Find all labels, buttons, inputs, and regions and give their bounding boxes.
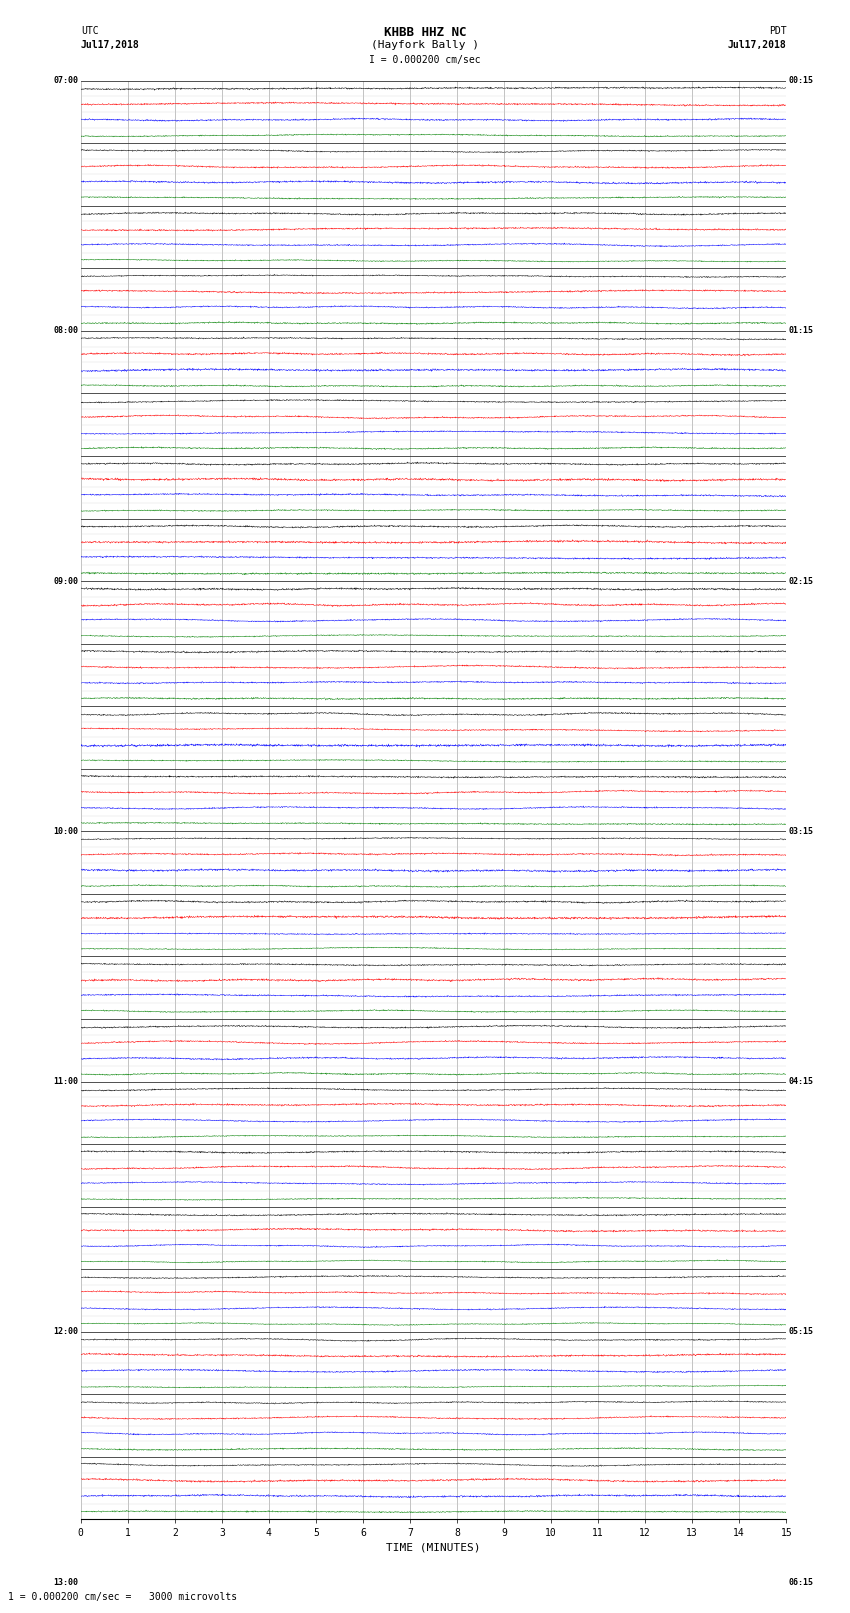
Text: 05:15: 05:15 [789,1327,813,1336]
Text: 04:15: 04:15 [789,1077,813,1086]
Text: Jul17,2018: Jul17,2018 [728,40,786,50]
Text: UTC: UTC [81,26,99,35]
X-axis label: TIME (MINUTES): TIME (MINUTES) [386,1542,481,1553]
Text: 12:00: 12:00 [54,1327,78,1336]
Text: 1 = 0.000200 cm/sec =   3000 microvolts: 1 = 0.000200 cm/sec = 3000 microvolts [8,1592,238,1602]
Text: 08:00: 08:00 [54,326,78,336]
Text: PDT: PDT [768,26,786,35]
Text: 03:15: 03:15 [789,827,813,836]
Text: 09:00: 09:00 [54,576,78,586]
Text: I = 0.000200 cm/sec: I = 0.000200 cm/sec [369,55,481,65]
Text: Jul17,2018: Jul17,2018 [81,40,139,50]
Text: 01:15: 01:15 [789,326,813,336]
Text: (Hayfork Bally ): (Hayfork Bally ) [371,40,479,50]
Text: 06:15: 06:15 [789,1578,813,1587]
Text: 13:00: 13:00 [54,1578,78,1587]
Text: 11:00: 11:00 [54,1077,78,1086]
Text: KHBB HHZ NC: KHBB HHZ NC [383,26,467,39]
Text: 07:00: 07:00 [54,76,78,85]
Text: 10:00: 10:00 [54,827,78,836]
Text: 00:15: 00:15 [789,76,813,85]
Text: 02:15: 02:15 [789,576,813,586]
